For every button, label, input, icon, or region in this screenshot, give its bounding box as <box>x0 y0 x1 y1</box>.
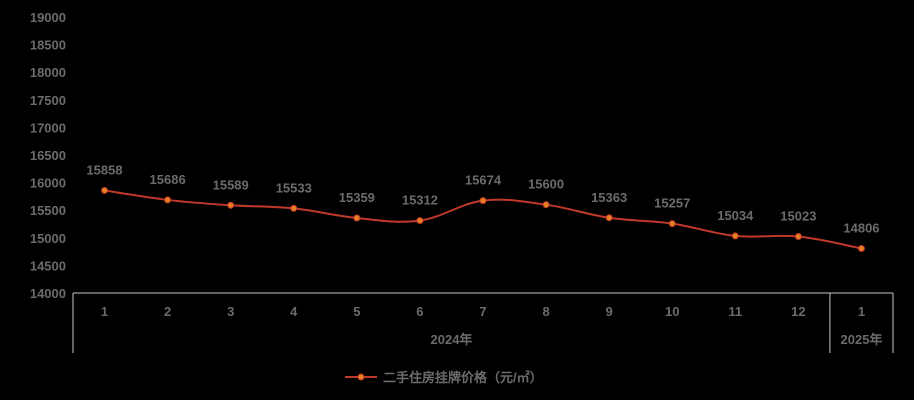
data-point <box>353 214 361 222</box>
data-point <box>227 201 235 209</box>
data-point <box>290 204 298 212</box>
x-tick-label: 4 <box>290 304 298 319</box>
legend-marker-icon <box>357 373 365 381</box>
data-label: 15034 <box>717 208 754 223</box>
y-tick-label: 16500 <box>30 148 66 163</box>
data-label: 15686 <box>150 172 186 187</box>
data-label: 14806 <box>843 221 879 236</box>
x-tick-label: 3 <box>227 304 234 319</box>
y-tick-label: 18500 <box>30 38 66 53</box>
data-point <box>416 217 424 225</box>
y-tick-label: 19000 <box>30 10 66 25</box>
y-tick-label: 18000 <box>30 65 66 80</box>
data-point <box>164 196 172 204</box>
data-point <box>101 186 109 194</box>
data-point <box>857 245 865 253</box>
data-point <box>542 201 550 209</box>
y-tick-label: 14500 <box>30 258 66 273</box>
data-label: 15600 <box>528 177 564 192</box>
data-label: 15363 <box>591 190 627 205</box>
data-point <box>794 233 802 241</box>
x-tick-label: 7 <box>479 304 486 319</box>
x-tick-label: 10 <box>665 304 679 319</box>
series-layer <box>101 186 865 253</box>
y-axis: 19000 18500 18000 17500 17000 16500 16000 15500… <box>30 10 66 301</box>
y-tick-label: 15500 <box>30 203 66 218</box>
y-tick-label: 17500 <box>30 93 66 108</box>
x-group-label: 2024年 <box>431 332 473 347</box>
data-point <box>668 220 676 228</box>
y-tick-label: 17000 <box>30 120 66 135</box>
x-tick-label: 11 <box>728 304 742 319</box>
data-point <box>479 197 487 205</box>
data-label: 15312 <box>402 193 438 208</box>
y-tick-label: 15000 <box>30 231 66 246</box>
data-point <box>605 214 613 222</box>
x-tick-label: 5 <box>353 304 360 319</box>
x-tick-label: 9 <box>606 304 613 319</box>
data-label: 15257 <box>654 196 690 211</box>
data-label: 15674 <box>465 173 502 188</box>
data-label: 15858 <box>86 162 122 177</box>
data-label: 15589 <box>213 177 249 192</box>
y-tick-label: 16000 <box>30 176 66 191</box>
x-tick-label: 8 <box>542 304 549 319</box>
data-labels: 15858 15686 15589 15533 15359 15312 15674 15600… <box>86 162 879 235</box>
data-label: 15533 <box>276 180 312 195</box>
data-label: 15023 <box>780 209 816 224</box>
data-point <box>731 232 739 240</box>
y-tick-label: 14000 <box>30 286 66 301</box>
x-group-label: 2025年 <box>841 332 883 347</box>
data-label: 15359 <box>339 190 375 205</box>
x-tick-label: 1 <box>101 304 108 319</box>
x-tick-label: 6 <box>416 304 423 319</box>
x-tick-label: 12 <box>791 304 805 319</box>
legend: 二手住房挂牌价格（元/㎡） <box>345 370 543 385</box>
x-tick-label: 2 <box>164 304 171 319</box>
x-tick-label: 1 <box>858 304 865 319</box>
legend-label: 二手住房挂牌价格（元/㎡） <box>383 370 543 385</box>
